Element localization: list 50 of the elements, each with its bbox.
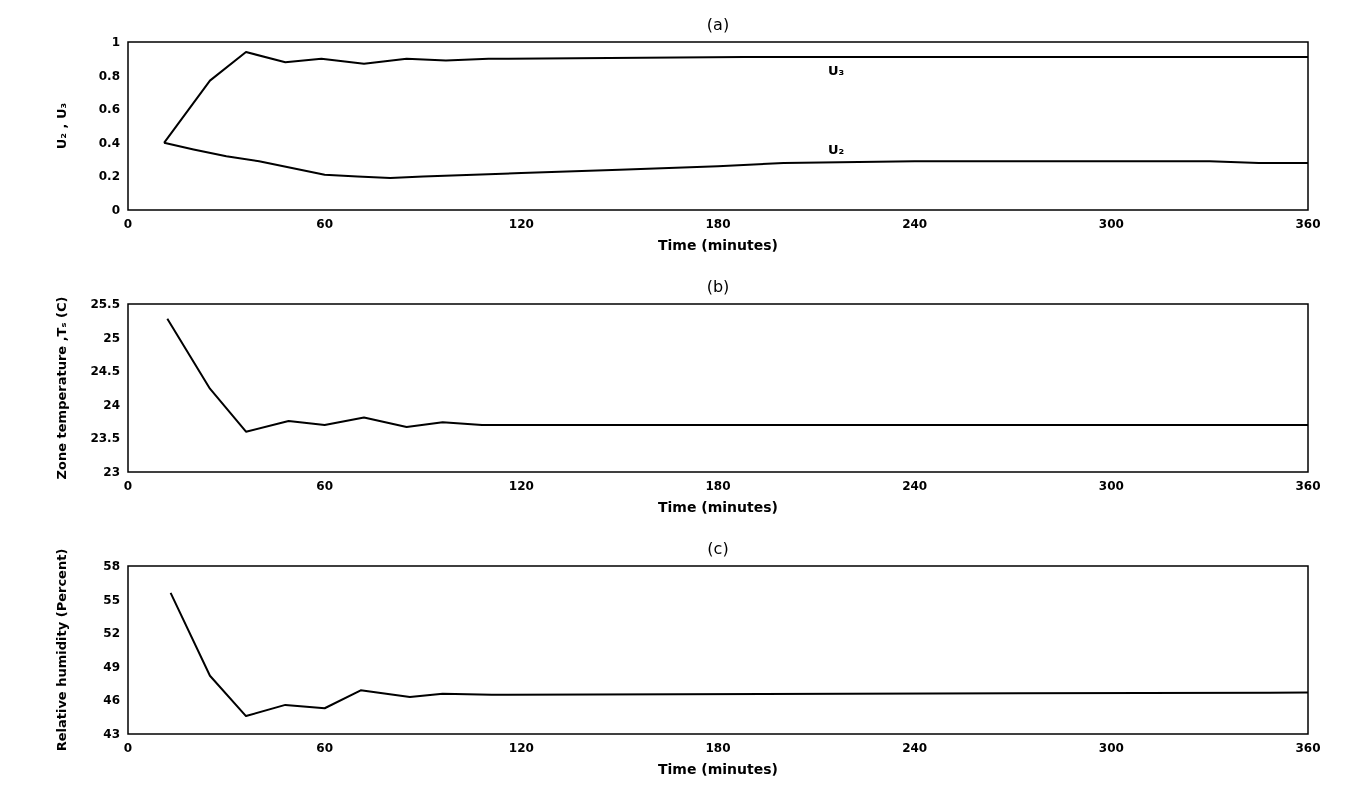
chart-title: (b)	[706, 277, 730, 296]
x-tick-label: 240	[902, 479, 928, 493]
x-tick-label: 60	[316, 217, 334, 231]
x-tick-label: 360	[1295, 479, 1321, 493]
x-tick-label: 360	[1295, 217, 1321, 231]
x-axis-title: Time (minutes)	[658, 499, 778, 515]
y-tick-label: 49	[103, 659, 120, 674]
x-tick-label: 180	[705, 479, 731, 493]
y-tick-label: 46	[103, 693, 120, 708]
y-axis-title: U₂ , U₃	[54, 102, 69, 150]
x-tick-label: 240	[902, 741, 928, 755]
y-tick-label: 25.5	[90, 297, 120, 311]
y-tick-label: 0.2	[98, 169, 120, 184]
y-tick-label: 1	[111, 35, 120, 49]
y-tick-label: 0.6	[98, 102, 120, 117]
x-tick-label: 120	[508, 217, 534, 231]
x-tick-label: 120	[508, 479, 534, 493]
x-tick-label: 60	[316, 479, 334, 493]
y-tick-label: 0.4	[98, 135, 120, 150]
y-tick-label: 24	[103, 397, 120, 412]
series-label: U₂	[827, 142, 845, 158]
y-tick-label: 24.5	[90, 364, 120, 379]
x-tick-label: 360	[1295, 741, 1321, 755]
series-label: U₃	[827, 63, 845, 79]
x-tick-label: 120	[508, 741, 534, 755]
chart-title: (c)	[707, 539, 729, 558]
y-tick-label: 23	[103, 465, 120, 479]
y-tick-label: 0.8	[98, 68, 120, 83]
chart-title: (a)	[706, 15, 730, 34]
x-tick-label: 60	[316, 741, 334, 755]
x-tick-label: 300	[1098, 741, 1124, 755]
y-tick-label: 0	[111, 203, 120, 217]
x-tick-label: 0	[123, 741, 133, 755]
y-tick-label: 25	[103, 330, 120, 345]
x-tick-label: 300	[1098, 217, 1124, 231]
x-tick-label: 0	[123, 217, 133, 231]
y-tick-label: 23.5	[90, 431, 120, 446]
x-tick-label: 300	[1098, 479, 1124, 493]
x-axis-title: Time (minutes)	[658, 761, 778, 777]
x-tick-label: 180	[705, 217, 731, 231]
y-tick-label: 55	[103, 592, 120, 607]
x-tick-label: 180	[705, 741, 731, 755]
x-tick-label: 240	[902, 217, 928, 231]
y-tick-label: 43	[103, 727, 120, 741]
y-tick-label: 58	[103, 559, 120, 573]
x-axis-title: Time (minutes)	[658, 237, 778, 253]
y-axis-title: Relative humidity (Percent)	[54, 548, 69, 752]
y-axis-title: Zone temperature ,Tₛ (C)	[54, 296, 69, 480]
y-tick-label: 52	[103, 626, 120, 641]
x-tick-label: 0	[123, 479, 133, 493]
